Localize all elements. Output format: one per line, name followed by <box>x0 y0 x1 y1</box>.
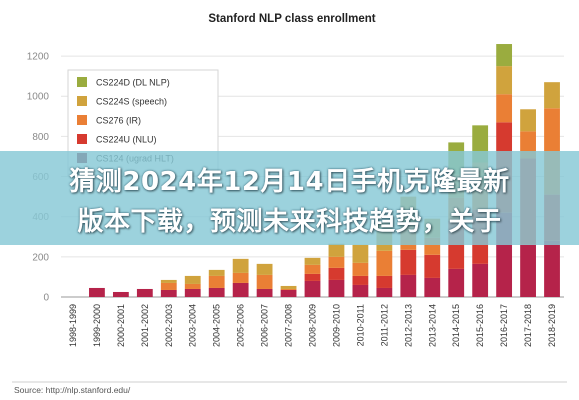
bar-segment <box>280 288 297 290</box>
bar-segment <box>112 291 129 297</box>
y-tick-label: 0 <box>43 293 49 304</box>
bar-segment <box>328 243 345 257</box>
legend-swatch <box>77 134 87 144</box>
bar-segment <box>208 269 225 276</box>
bar-segment <box>328 267 345 280</box>
bar-segment <box>496 66 513 95</box>
bar-segment <box>232 282 249 297</box>
x-tick-label: 2001-2002 <box>140 304 150 347</box>
bar-segment <box>232 258 249 273</box>
x-tick-label: 2017-2018 <box>523 304 533 347</box>
x-tick-label: 1998-1999 <box>68 304 78 347</box>
x-tick-label: 2010-2011 <box>355 304 365 346</box>
legend-entry: CS224U (NLU) <box>96 135 157 145</box>
x-axis: 1998-1999 1999-2000 2000-2001 2001-2002 2002… <box>68 304 557 347</box>
x-tick-label: 2000-2001 <box>116 304 126 347</box>
bar-segment <box>280 289 297 297</box>
legend-swatch <box>77 115 87 125</box>
bar-segment <box>304 273 321 281</box>
legend-swatch <box>77 77 87 87</box>
bar-segment <box>160 289 177 297</box>
bar-segment <box>400 249 417 275</box>
bar-segment <box>376 250 393 276</box>
legend-entry: CS276 (IR) <box>96 116 141 126</box>
bar-segment <box>280 285 297 289</box>
legend-entry: CS224D (DL NLP) <box>96 78 170 88</box>
x-tick-label: 2008-2009 <box>308 304 318 347</box>
bar-segment <box>208 275 225 288</box>
bar-segment <box>256 263 273 275</box>
bar-segment <box>352 262 369 276</box>
bar-segment <box>496 94 513 123</box>
bar-segment <box>328 256 345 268</box>
bar-segment <box>208 287 225 297</box>
bar-segment <box>304 280 321 297</box>
bar-segment <box>256 288 273 297</box>
bar-segment <box>184 275 201 284</box>
bar-segment <box>448 268 465 297</box>
bar-segment <box>544 82 560 109</box>
bar-segment <box>376 287 393 297</box>
source-note: Source: http://nlp.stanford.edu/ <box>14 385 131 395</box>
bar-segment <box>520 244 536 297</box>
bar-segment <box>472 263 489 297</box>
x-tick-label: 1999-2000 <box>92 304 102 347</box>
bar-segment <box>352 275 369 285</box>
x-tick-label: 2012-2013 <box>403 304 413 347</box>
bar-segment <box>424 254 441 278</box>
x-tick-label: 2007-2008 <box>284 304 294 347</box>
x-tick-label: 2005-2006 <box>236 304 246 347</box>
bar-segment <box>352 244 369 263</box>
bar-segment <box>160 279 177 283</box>
y-tick-label: 1200 <box>27 52 50 63</box>
bar-segment <box>544 240 560 297</box>
banner-line-1: 猜测2024年12月14日手机克隆最新 <box>69 167 510 197</box>
legend-entry: CS224S (speech) <box>96 97 167 107</box>
x-tick-label: 2003-2004 <box>188 304 198 347</box>
bar-segment <box>376 275 393 288</box>
bar-segment <box>184 283 201 289</box>
x-tick-label: 2004-2005 <box>212 304 222 347</box>
x-tick-label: 2018-2019 <box>547 304 557 347</box>
chart-title: Stanford NLP class enrollment <box>208 13 375 25</box>
bar-segment <box>89 287 105 297</box>
bar-segment <box>328 279 345 297</box>
bar-segment <box>424 277 441 297</box>
bar-segment <box>160 282 177 290</box>
x-tick-label: 2016-2017 <box>499 304 509 347</box>
bar-segment <box>304 257 321 265</box>
overlay-banner: 猜测2024年12月14日手机克隆最新 版本下载，预测未来科技趋势，关于 <box>0 151 579 245</box>
bar-segment <box>520 109 536 132</box>
y-tick-label: 200 <box>32 252 49 263</box>
x-tick-label: 2009-2010 <box>331 304 341 347</box>
x-tick-label: 2006-2007 <box>260 304 270 347</box>
y-tick-label: 800 <box>32 132 49 143</box>
x-tick-label: 2013-2014 <box>427 304 437 347</box>
x-tick-label: 2014-2015 <box>451 304 461 347</box>
bar-segment <box>496 44 513 67</box>
bar-segment <box>400 274 417 297</box>
bar-segment <box>352 284 369 297</box>
bar-segment <box>232 272 249 283</box>
banner-line-2: 版本下载，预测未来科技趋势，关于 <box>77 207 502 237</box>
bar-segment <box>304 264 321 274</box>
bar-segment <box>184 288 201 297</box>
x-tick-label: 2011-2012 <box>379 304 389 346</box>
x-tick-label: 2002-2003 <box>164 304 174 347</box>
legend-swatch <box>77 96 87 106</box>
bar-segment <box>136 288 153 297</box>
x-tick-label: 2015-2016 <box>475 304 485 347</box>
y-tick-label: 1000 <box>27 92 50 103</box>
bar-segment <box>256 274 273 289</box>
